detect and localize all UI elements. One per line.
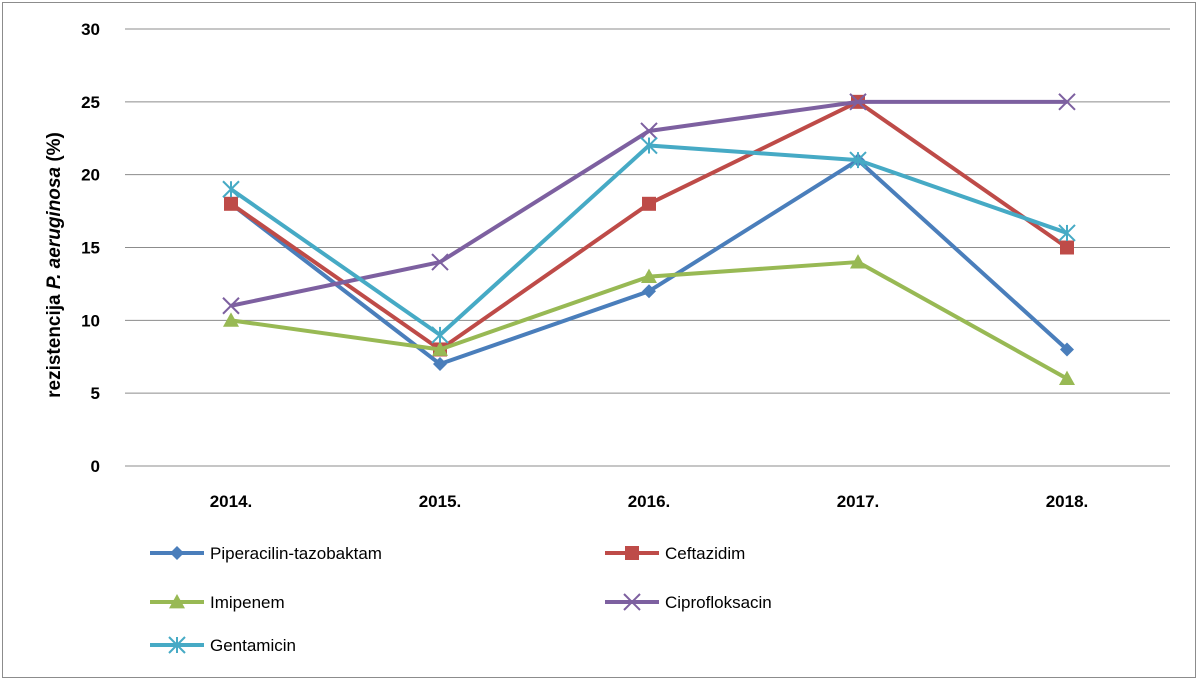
triangle-marker: [223, 312, 239, 327]
legend: Piperacilin-tazobaktam Ceftazidim Imipenem…: [150, 544, 772, 655]
x-marker-stroke: [222, 297, 240, 315]
x-marker: [222, 297, 240, 315]
x-marker-stroke: [431, 253, 449, 271]
y-tick-label: 5: [91, 384, 100, 403]
x-marker-stroke: [623, 593, 641, 611]
triangle-marker: [850, 254, 866, 269]
legend-item: Ceftazidim: [605, 544, 745, 563]
y-axis-label: rezistencija P. aeruginosa (%): [44, 132, 65, 398]
x-tick-label: 2016.: [628, 492, 671, 511]
legend-item: Piperacilin-tazobaktam: [150, 544, 382, 563]
star-marker: [1058, 224, 1076, 242]
star-marker: [431, 326, 449, 344]
star-marker: [640, 136, 658, 155]
triangle-marker: [432, 341, 448, 356]
y-tick-label: 25: [81, 93, 100, 112]
star-marker: [168, 636, 186, 654]
y-tick-label: 0: [91, 457, 100, 476]
legend-item: Ciprofloksacin: [605, 593, 772, 612]
x-tick-label: 2017.: [837, 492, 880, 511]
legend-label: Gentamicin: [210, 636, 296, 655]
y-axis-ticks: 0 5 10 15 20 25 30: [81, 20, 100, 476]
star-marker: [222, 180, 240, 198]
diamond-marker: [642, 284, 656, 299]
x-tick-label: 2014.: [210, 492, 253, 511]
square-marker: [1060, 240, 1074, 255]
square-marker: [625, 546, 639, 560]
triangle-marker: [1059, 370, 1075, 385]
legend-label: Ciprofloksacin: [665, 593, 772, 612]
gridlines: [125, 28, 1170, 467]
y-tick-label: 15: [81, 239, 100, 258]
legend-item: Imipenem: [150, 593, 285, 612]
square-marker: [642, 196, 656, 211]
series-lines: [222, 93, 1076, 385]
x-marker-stroke: [849, 93, 867, 111]
x-marker-stroke: [640, 122, 658, 140]
triangle-marker: [641, 268, 657, 284]
y-tick-label: 10: [81, 311, 100, 330]
diamond-marker: [1060, 342, 1074, 357]
square-marker: [224, 196, 238, 211]
star-marker: [849, 151, 867, 169]
x-marker: [1058, 93, 1076, 111]
x-marker: [849, 93, 867, 111]
legend-label: Ceftazidim: [665, 544, 745, 563]
x-marker: [431, 253, 449, 271]
legend-label: Imipenem: [210, 593, 285, 612]
legend-item: Gentamicin: [150, 636, 296, 655]
x-tick-label: 2015.: [419, 492, 462, 511]
triangle-marker: [169, 594, 185, 609]
x-marker-stroke: [1058, 93, 1076, 111]
diamond-marker: [170, 546, 184, 560]
y-tick-label: 20: [81, 166, 100, 185]
y-tick-label: 30: [81, 20, 100, 39]
x-marker: [623, 593, 641, 611]
diamond-marker: [433, 357, 447, 372]
x-axis-ticks: 2014. 2015. 2016. 2017. 2018.: [210, 492, 1089, 511]
x-marker: [640, 122, 658, 140]
legend-label: Piperacilin-tazobaktam: [210, 544, 382, 563]
x-tick-label: 2018.: [1046, 492, 1089, 511]
